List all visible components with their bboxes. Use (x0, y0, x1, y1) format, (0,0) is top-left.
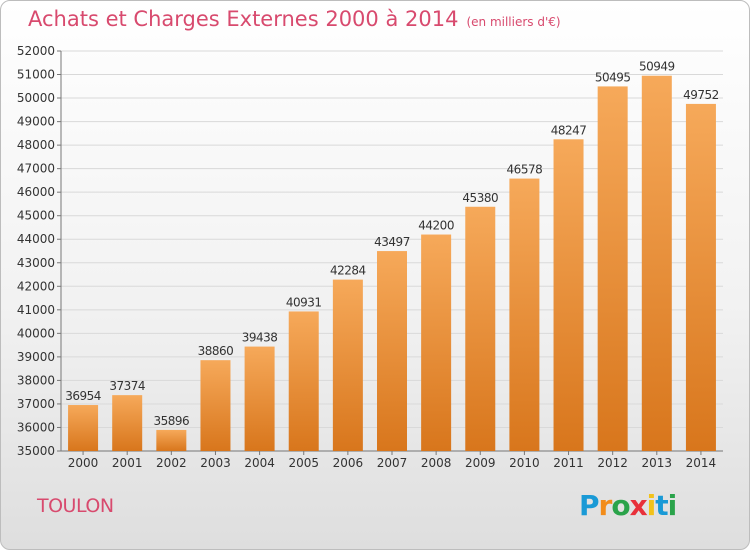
y-tick-label: 37000 (17, 397, 55, 411)
bar-2014 (685, 103, 716, 452)
y-tick-label: 36000 (17, 420, 55, 434)
x-tick-labels: 2000 2001 2002 2003 2004 2005 2006 2007 2008 2009… (68, 456, 716, 470)
x-tick-label: 2011 (553, 456, 584, 470)
x-tick-label: 2010 (509, 456, 540, 470)
logo-letter: i (646, 489, 657, 522)
data-label-2001: 37374 (109, 379, 145, 393)
data-label-2011: 48247 (551, 123, 587, 137)
x-tick-label: 2001 (112, 456, 143, 470)
bar-2004 (244, 346, 275, 451)
data-label-2008: 44200 (418, 219, 454, 233)
bar-2012 (597, 86, 628, 451)
x-tick-label: 2003 (200, 456, 231, 470)
bar-2010 (509, 178, 540, 451)
data-label-2012: 50495 (595, 70, 631, 84)
logo-letter: P (579, 489, 600, 522)
x-tick-label: 2000 (68, 456, 99, 470)
y-tick-label: 47000 (17, 162, 55, 176)
y-tick-label: 35000 (17, 444, 55, 458)
x-tick-label: 2008 (421, 456, 452, 470)
data-label-2005: 40931 (286, 295, 322, 309)
bar-2006 (332, 279, 363, 451)
x-tick-label: 2005 (288, 456, 319, 470)
data-label-2003: 38860 (198, 344, 234, 358)
x-tick-label: 2014 (686, 456, 717, 470)
x-tick-label: 2006 (333, 456, 364, 470)
bar-2001 (112, 395, 143, 451)
y-tick-label: 39000 (17, 350, 55, 364)
data-label-2014: 49752 (683, 88, 719, 102)
bar-2011 (553, 139, 584, 451)
y-tick-label: 52000 (17, 44, 55, 58)
logo-letter: t (655, 489, 668, 522)
y-tick-label: 40000 (17, 326, 55, 340)
y-tick-label: 50000 (17, 91, 55, 105)
y-tick-label: 51000 (17, 68, 55, 82)
y-tick-label: 38000 (17, 373, 55, 387)
data-label-2013: 50949 (639, 60, 675, 74)
y-tick-label: 43000 (17, 256, 55, 270)
data-label-2004: 39438 (242, 331, 278, 345)
bar-2003 (200, 360, 231, 451)
data-label-2002: 35896 (153, 414, 189, 428)
city-name: TOULON (37, 495, 114, 517)
x-tick-label: 2002 (156, 456, 187, 470)
data-label-2010: 46578 (507, 163, 543, 177)
bars (68, 75, 716, 452)
data-labels: 36954 37374 35896 38860 39438 40931 42284 43497… (65, 60, 719, 428)
bar-2009 (465, 206, 496, 451)
y-tick-label: 48000 (17, 138, 55, 152)
bar-2008 (421, 234, 452, 451)
y-tick-label: 42000 (17, 279, 55, 293)
bar-2002 (156, 429, 187, 451)
y-tick-labels: 35000 36000 37000 38000 39000 40000 41000 42000… (17, 44, 55, 458)
y-tick-label: 45000 (17, 209, 55, 223)
y-tick-label: 44000 (17, 232, 55, 246)
bar-2000 (68, 405, 99, 451)
y-tick-label: 46000 (17, 185, 55, 199)
y-tick-label: 41000 (17, 303, 55, 317)
chart-subtitle: (en milliers d'€) (466, 15, 561, 29)
data-label-2000: 36954 (65, 389, 101, 403)
logo-letter: i (667, 489, 678, 522)
bar-2005 (288, 311, 319, 451)
chart-title: Achats et Charges Externes 2000 à 2014 (e… (28, 7, 561, 31)
bar-2007 (377, 251, 407, 451)
logo-letter: o (611, 489, 630, 522)
bar-2013 (641, 75, 672, 452)
data-label-2007: 43497 (374, 235, 410, 249)
x-tick-label: 2013 (642, 456, 673, 470)
logo-letter: x (629, 489, 648, 522)
y-tick-label: 49000 (17, 115, 55, 129)
logo-letter: r (598, 489, 613, 522)
x-tick-label: 2012 (597, 456, 628, 470)
x-tick-label: 2009 (465, 456, 496, 470)
data-label-2009: 45380 (462, 191, 498, 205)
data-label-2006: 42284 (330, 264, 366, 278)
x-tick-label: 2004 (244, 456, 275, 470)
proxiti-logo: Proxiti (579, 489, 678, 522)
x-tick-label: 2007 (377, 456, 408, 470)
